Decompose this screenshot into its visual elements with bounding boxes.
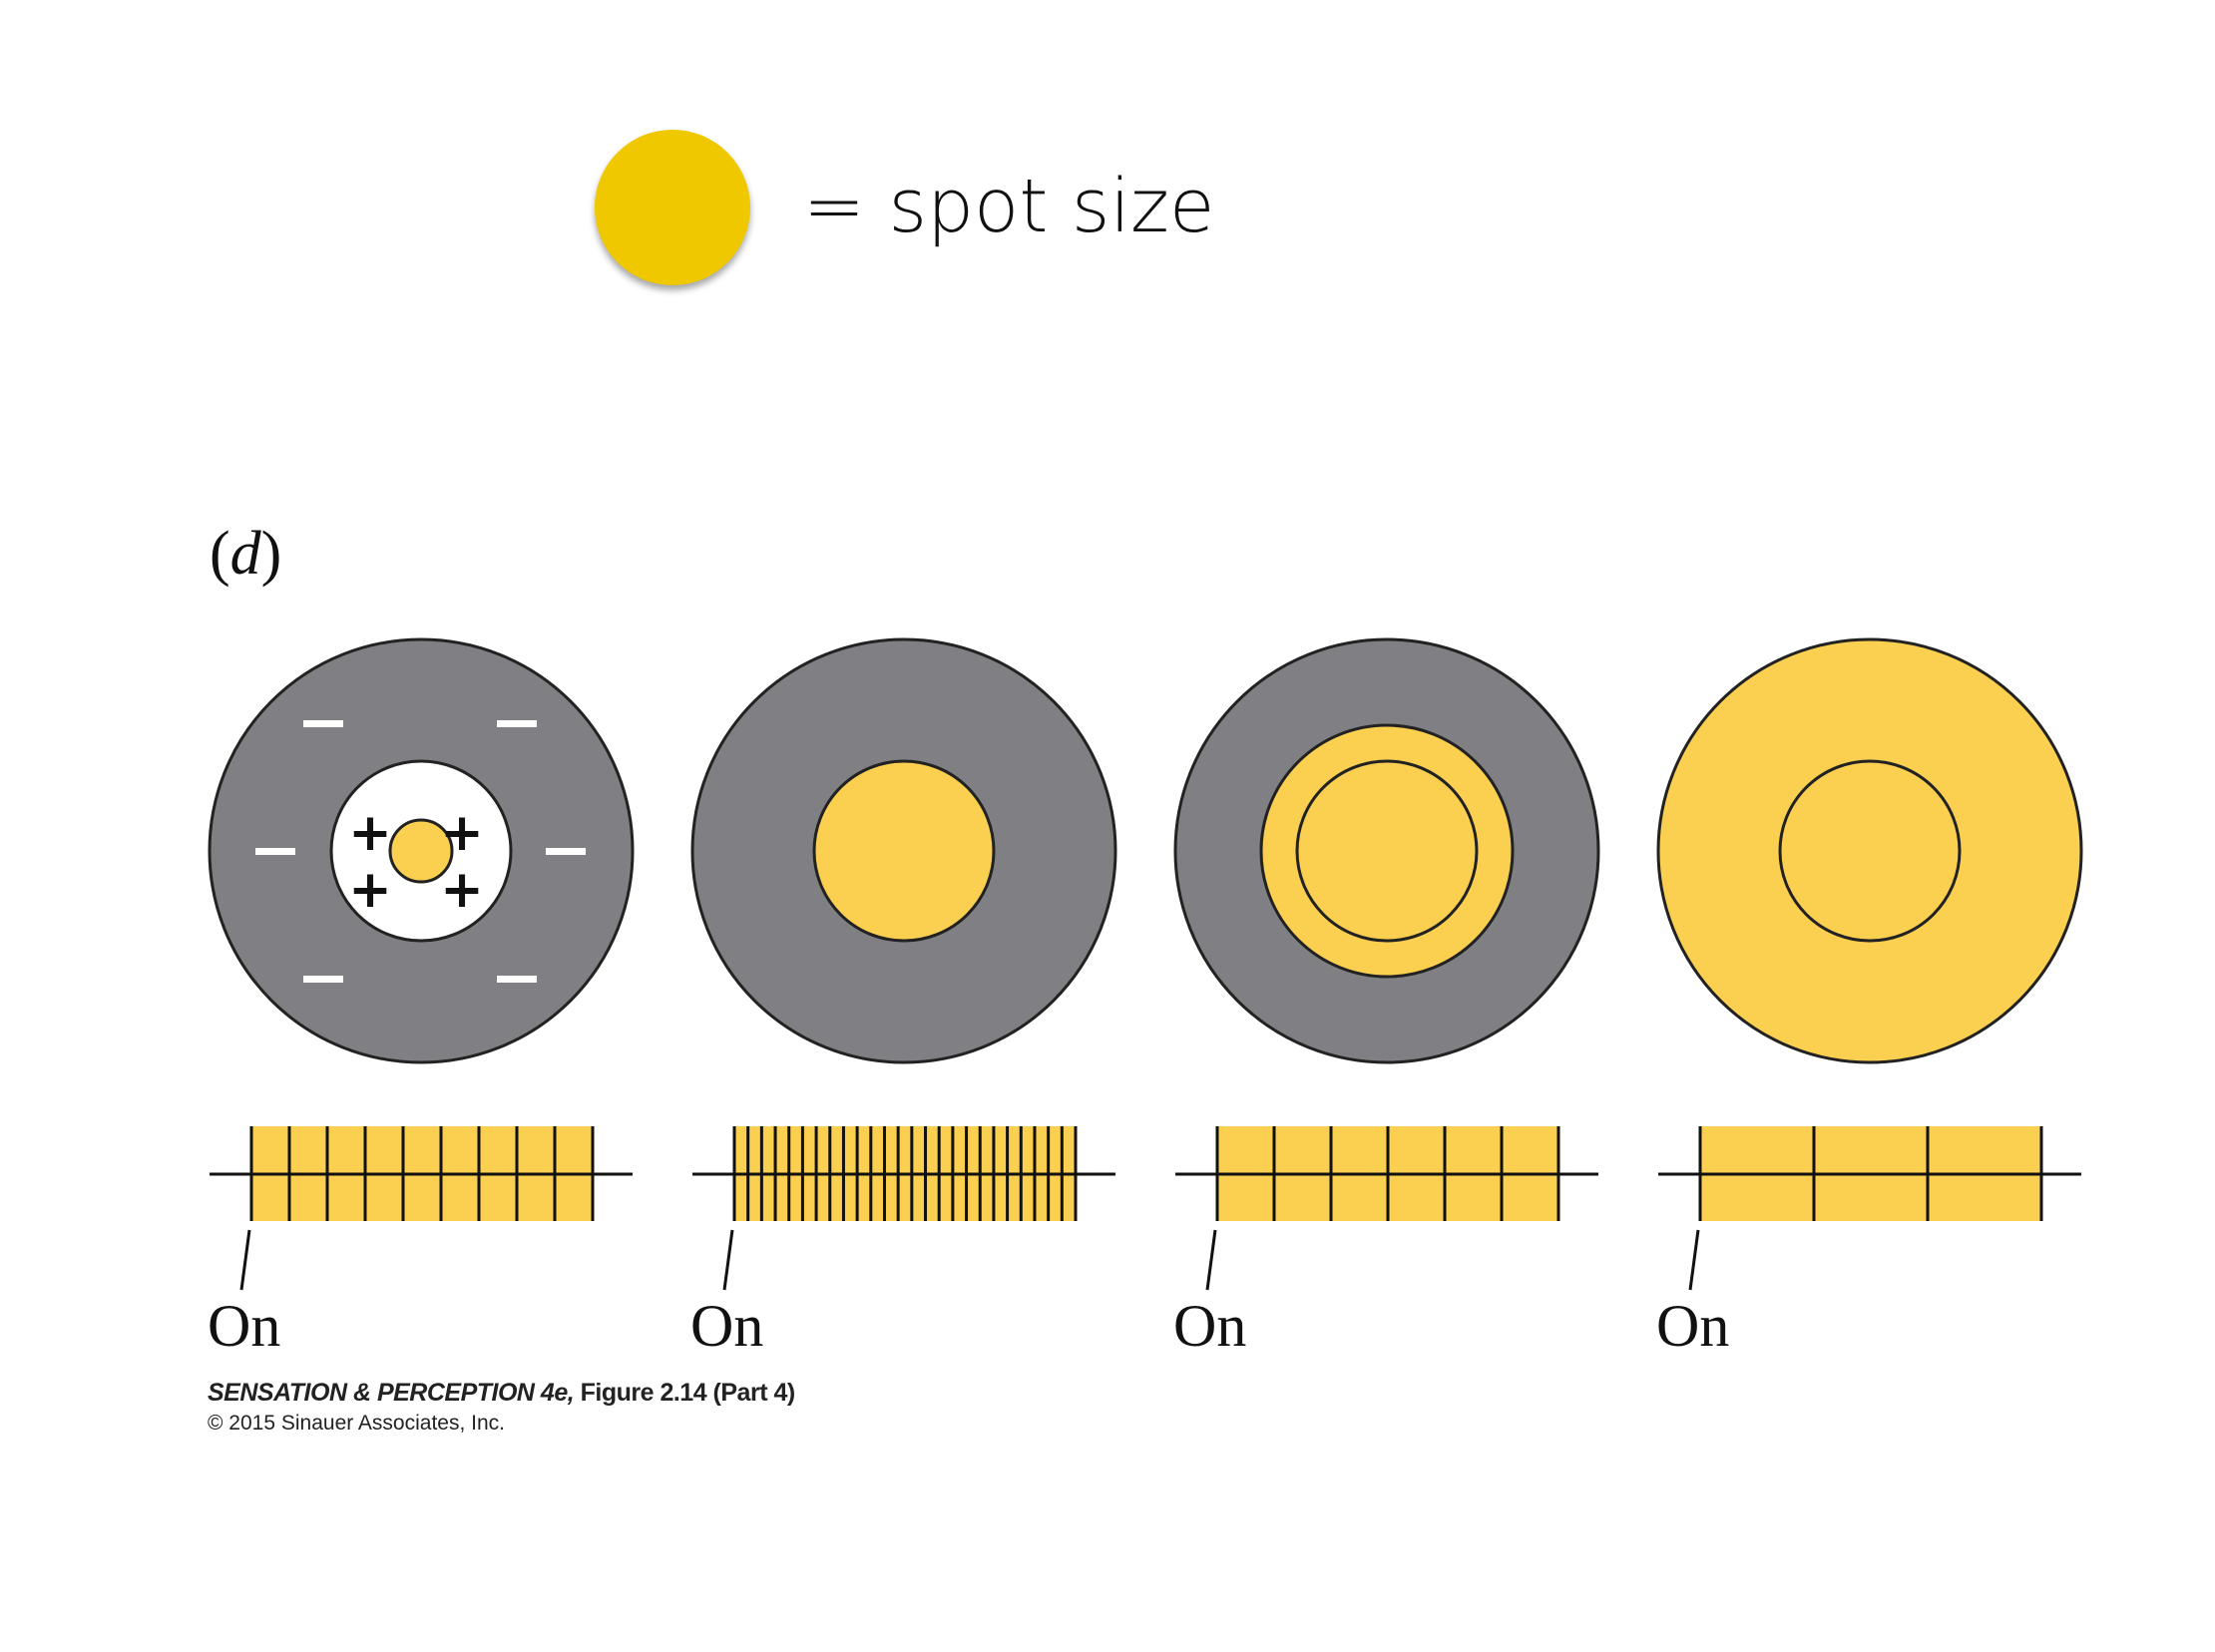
on-label: On [1656, 1293, 1729, 1359]
panel-1-receptive-field: + + + + [210, 639, 633, 1062]
panel-2-spot [814, 761, 994, 941]
onset-marker [241, 1230, 249, 1290]
panel-4-spot [1658, 639, 2081, 1062]
spike-train-4: On [1656, 1126, 2081, 1359]
on-label: On [208, 1293, 280, 1359]
minus-sign [255, 848, 295, 855]
panel-3-spot [1261, 725, 1513, 977]
panel-4-receptive-field [1658, 639, 2081, 1062]
spike-train-3: On [1173, 1126, 1598, 1359]
plus-sign: + [440, 860, 484, 920]
figure-caption: SENSATION & PERCEPTION 4e, Figure 2.14 (… [208, 1379, 795, 1436]
on-label: On [1173, 1293, 1246, 1359]
minus-sign [497, 720, 537, 727]
minus-sign [497, 976, 537, 983]
minus-sign [546, 848, 586, 855]
plus-sign: + [348, 803, 392, 863]
spike-train-1: On [208, 1126, 633, 1359]
onset-marker [1207, 1230, 1215, 1290]
panel-3-receptive-field [1175, 639, 1598, 1062]
spike-train-2: On [690, 1126, 1115, 1359]
caption-copyright: © 2015 Sinauer Associates, Inc. [208, 1412, 795, 1436]
panel-2-receptive-field [692, 639, 1115, 1062]
minus-sign [303, 720, 343, 727]
onset-marker [724, 1230, 732, 1290]
caption-figure: Figure 2.14 (Part 4) [574, 1379, 795, 1407]
caption-title: SENSATION & PERCEPTION 4e, Figure 2.14 (… [208, 1379, 795, 1408]
caption-book: SENSATION & PERCEPTION 4e, [208, 1379, 574, 1407]
minus-sign [303, 976, 343, 983]
on-label: On [690, 1293, 763, 1359]
plus-sign: + [348, 860, 392, 920]
plus-sign: + [440, 803, 484, 863]
onset-marker [1690, 1230, 1698, 1290]
